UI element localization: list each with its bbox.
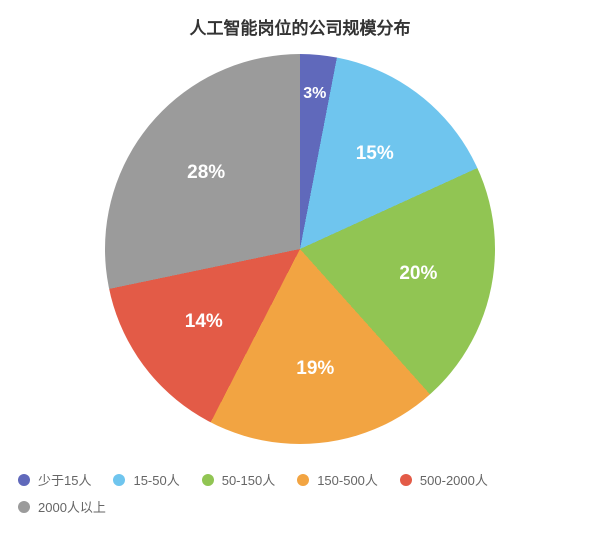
chart-container: { "chart": { "type": "pie", "title": "人工… <box>0 0 600 540</box>
legend-swatch-150_500 <box>297 474 309 486</box>
slice-label-gte2000: 28% <box>187 162 225 184</box>
slice-label-50_150: 20% <box>399 263 437 285</box>
legend-swatch-50_150 <box>202 474 214 486</box>
slice-label-500_2000: 14% <box>185 311 223 333</box>
chart-title: 人工智能岗位的公司规模分布 <box>0 0 600 39</box>
slice-label-15_50: 15% <box>356 143 394 165</box>
legend-item-50_150: 50-150人 <box>202 470 275 489</box>
legend-label-lt15: 少于15人 <box>38 470 91 489</box>
legend-item-500_2000: 500-2000人 <box>400 470 488 489</box>
legend-item-gte2000: 2000人以上 <box>18 497 106 516</box>
slice-label-lt15: 3% <box>303 85 326 103</box>
legend-item-lt15: 少于15人 <box>18 470 91 489</box>
slice-label-150_500: 19% <box>296 358 334 380</box>
pie-area: 3% 15% 20% 19% 14% 28% <box>0 39 600 469</box>
legend-label-15_50: 15-50人 <box>133 470 179 489</box>
legend-swatch-gte2000 <box>18 501 30 513</box>
legend-label-50_150: 50-150人 <box>222 470 275 489</box>
pie <box>105 54 495 444</box>
legend-item-15_50: 15-50人 <box>113 470 179 489</box>
legend: 少于15人 15-50人 50-150人 150-500人 500-2000人 2000人… <box>0 470 600 524</box>
legend-item-150_500: 150-500人 <box>297 470 378 489</box>
legend-label-500_2000: 500-2000人 <box>420 470 488 489</box>
legend-swatch-lt15 <box>18 474 30 486</box>
legend-swatch-15_50 <box>113 474 125 486</box>
legend-swatch-500_2000 <box>400 474 412 486</box>
legend-label-150_500: 150-500人 <box>317 470 378 489</box>
legend-label-gte2000: 2000人以上 <box>38 497 106 516</box>
